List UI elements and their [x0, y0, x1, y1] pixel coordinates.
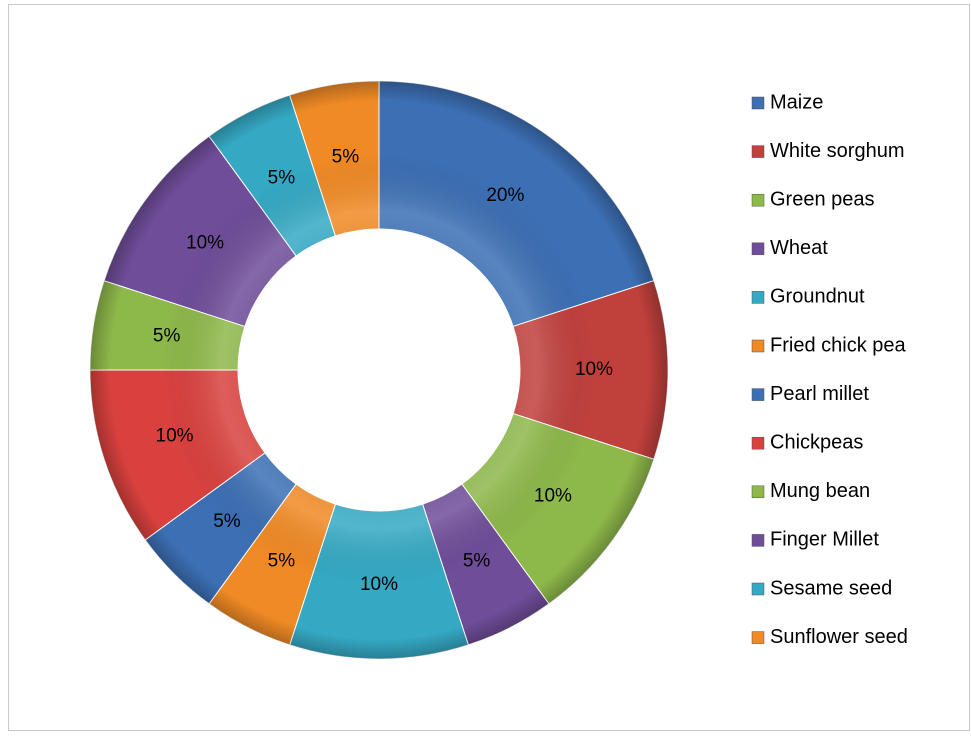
data-label: 5% — [332, 147, 360, 168]
legend-label: Sesame seed — [770, 577, 892, 599]
legend-label: Maize — [770, 91, 823, 113]
data-label: 10% — [360, 574, 398, 595]
legend-label: White sorghum — [770, 140, 905, 162]
legend-swatch — [751, 485, 765, 499]
data-label: 5% — [268, 167, 296, 188]
legend-label: Finger Millet — [770, 529, 879, 551]
legend-swatch — [751, 96, 765, 110]
data-label: 10% — [156, 425, 194, 446]
data-label: 5% — [268, 551, 296, 572]
data-label: 20% — [486, 185, 524, 206]
legend-swatch — [751, 631, 765, 644]
data-label: 10% — [534, 485, 572, 506]
legend-label: Wheat — [770, 237, 828, 259]
legend-label: Fried chick pea — [770, 334, 906, 356]
legend-label: Green peas — [770, 188, 875, 210]
legend-swatch — [751, 193, 765, 207]
data-label: 10% — [575, 359, 613, 380]
legend-swatch — [751, 145, 765, 158]
legend-swatch — [751, 242, 765, 256]
legend-label: Chickpeas — [770, 431, 863, 453]
legend-swatch — [751, 291, 765, 304]
data-label: 5% — [153, 325, 181, 346]
legend-label: Pearl millet — [770, 383, 869, 405]
legend-label: Sunflower seed — [770, 626, 908, 648]
legend-label: Mung bean — [770, 480, 870, 502]
legend-label: Groundnut — [770, 286, 865, 308]
legend-swatch — [751, 388, 765, 401]
legend-swatch — [751, 534, 765, 547]
legend-swatch — [751, 582, 765, 596]
data-label: 5% — [213, 511, 241, 532]
legend-swatch — [751, 436, 765, 450]
data-label: 10% — [186, 233, 224, 254]
legend-swatch — [751, 339, 765, 353]
data-label: 5% — [463, 551, 491, 572]
